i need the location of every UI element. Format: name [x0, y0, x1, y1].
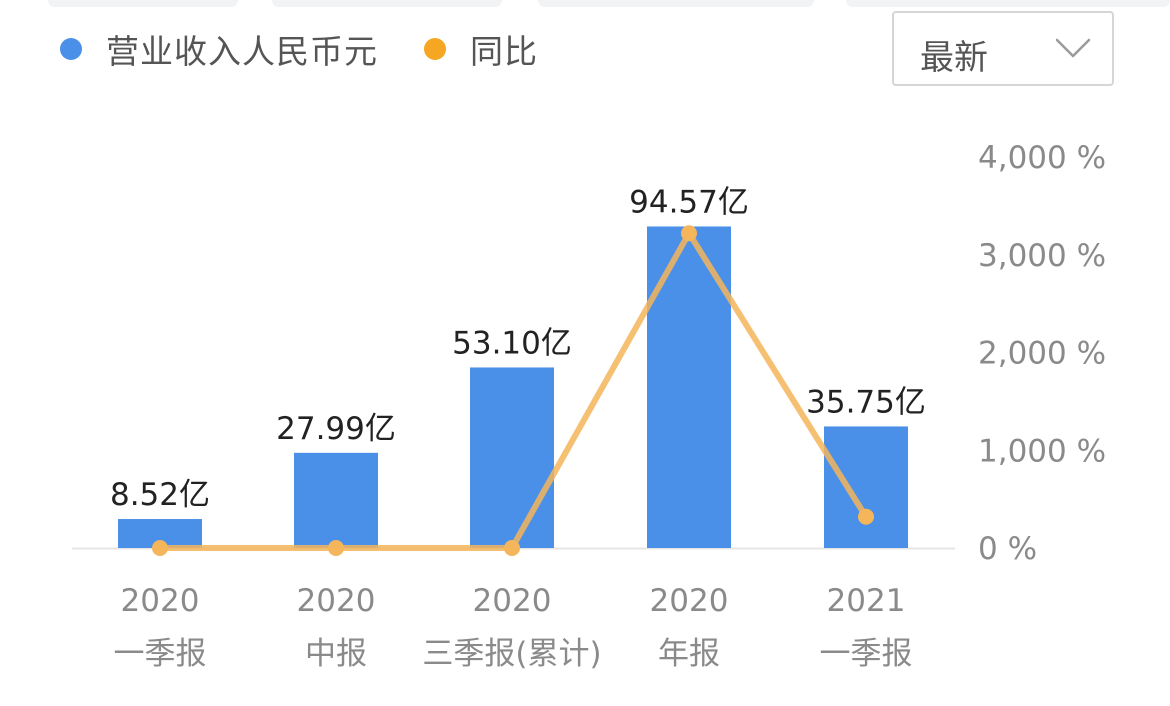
x-tick-label-year: 2020 [473, 583, 552, 619]
yoy-point [504, 540, 520, 556]
y-tick-label-right: 4,000 % [978, 140, 1106, 176]
x-tick-label-period: 一季报 [820, 636, 913, 672]
chevron-down-icon [1055, 38, 1091, 58]
x-tick-label-year: 2020 [650, 583, 729, 619]
chart-legend: 营业收入人民币元 同比 [60, 26, 584, 72]
legend-item-yoy[interactable]: 同比 [424, 25, 538, 73]
yoy-point [681, 225, 697, 242]
period-select[interactable]: 最新 [892, 11, 1114, 86]
y-tick-label-right: 0 % [978, 531, 1037, 567]
bar-data-label: 27.99亿 [276, 411, 396, 447]
bar-data-label: 35.75亿 [806, 384, 926, 420]
bar [294, 452, 378, 548]
x-tick-label-year: 2020 [297, 583, 376, 619]
top-tab-3[interactable] [538, 0, 814, 7]
bar-data-label: 53.10亿 [452, 325, 572, 361]
bar-data-label: 8.52亿 [110, 477, 210, 513]
x-tick-label-period: 年报 [658, 636, 720, 672]
x-tick-label-year: 2020 [121, 583, 200, 619]
legend-item-revenue[interactable]: 营业收入人民币元 [60, 25, 378, 73]
yoy-point [152, 540, 168, 556]
legend-label-revenue: 营业收入人民币元 [106, 32, 378, 71]
y-tick-label-right: 3,000 % [978, 238, 1106, 274]
x-tick-label-period: 中报 [305, 636, 367, 672]
x-tick-label-year: 2021 [827, 583, 906, 619]
x-tick-label-period: 一季报 [114, 636, 207, 672]
legend-dot-revenue-icon [60, 38, 82, 60]
bar [470, 367, 554, 548]
x-tick-label-period: 三季报(累计) [422, 636, 601, 672]
top-tab-2[interactable] [272, 0, 502, 7]
bar [824, 426, 908, 548]
legend-label-yoy: 同比 [470, 32, 538, 71]
legend-dot-yoy-icon [424, 38, 446, 60]
top-tab-4[interactable] [846, 0, 1170, 7]
bar-data-label: 94.57亿 [629, 184, 749, 220]
y-tick-label-right: 2,000 % [978, 336, 1106, 372]
y-tick-label-right: 1,000 % [978, 433, 1106, 469]
top-tab-1[interactable] [48, 0, 238, 7]
yoy-point [328, 540, 344, 556]
yoy-point [858, 508, 874, 525]
period-select-value: 最新 [920, 38, 988, 78]
top-tab-strip [0, 0, 1170, 8]
